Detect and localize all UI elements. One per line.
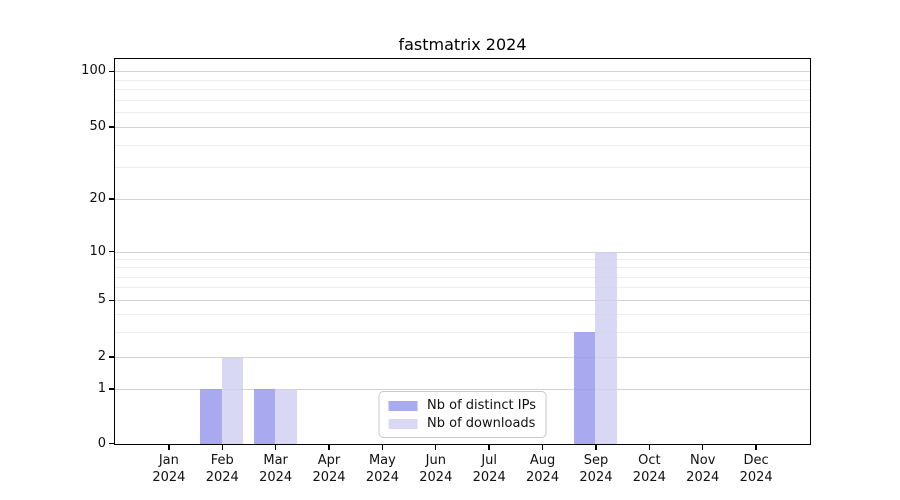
- x-tick-mark: [755, 445, 757, 450]
- x-tick-label: May 2024: [365, 453, 399, 485]
- y-gridline-major: [115, 198, 810, 200]
- x-tick-mark: [328, 445, 330, 450]
- y-gridline-minor: [115, 267, 810, 269]
- x-tick-mark: [435, 445, 437, 450]
- y-tick-label: 20: [89, 190, 106, 206]
- y-tick-mark: [109, 198, 114, 200]
- y-gridline-major: [115, 251, 810, 253]
- legend-swatch-distinct-ips: [388, 400, 418, 411]
- legend-swatch-downloads: [388, 418, 418, 429]
- x-tick-label: Nov 2024: [686, 453, 720, 485]
- y-gridline-minor: [115, 79, 810, 81]
- bar-downloads: [595, 252, 617, 444]
- y-tick-label: 10: [89, 243, 106, 259]
- x-tick-mark: [381, 445, 384, 450]
- y-gridline-minor: [115, 144, 810, 146]
- x-tick-mark: [488, 445, 490, 450]
- y-gridline-major: [115, 300, 810, 302]
- x-tick-label: Jan 2024: [152, 453, 186, 485]
- bar-downloads: [221, 357, 244, 444]
- bar-downloads: [275, 389, 297, 444]
- y-gridline-minor: [115, 112, 810, 114]
- legend-label-downloads: Nb of downloads: [427, 416, 536, 431]
- chart-title: fastmatrix 2024: [398, 35, 527, 54]
- plot-inner: Nb of distinct IPs Nb of downloads: [115, 59, 810, 444]
- x-tick-mark: [274, 445, 277, 450]
- y-tick-label: 0: [97, 435, 106, 451]
- y-gridline-minor: [115, 258, 810, 260]
- legend: Nb of distinct IPs Nb of downloads: [378, 391, 547, 438]
- y-tick-label: 5: [97, 292, 106, 308]
- y-gridline-minor: [115, 167, 810, 169]
- legend-entry-downloads: Nb of downloads: [388, 416, 536, 431]
- y-tick-mark: [109, 356, 114, 358]
- x-tick-label: Jun 2024: [419, 453, 453, 485]
- x-tick-mark: [221, 445, 223, 450]
- x-tick-mark: [648, 445, 651, 450]
- x-tick-label: Sep 2024: [579, 453, 613, 485]
- y-gridline-major: [115, 71, 810, 73]
- x-tick-label: Jul 2024: [472, 453, 506, 485]
- y-gridline-major: [115, 127, 810, 129]
- x-tick-mark: [168, 445, 170, 450]
- y-gridline-minor: [115, 89, 810, 91]
- y-gridline-major: [115, 357, 810, 359]
- y-gridline-minor: [115, 331, 810, 333]
- x-tick-label: Oct 2024: [632, 453, 666, 485]
- y-gridline-minor: [115, 276, 810, 278]
- bar-distinct-ips: [200, 389, 222, 444]
- x-tick-label: Dec 2024: [739, 453, 773, 485]
- x-tick-mark: [702, 445, 704, 450]
- y-tick-label: 2: [97, 349, 106, 365]
- y-tick-mark: [109, 70, 114, 73]
- x-tick-label: Aug 2024: [526, 453, 560, 485]
- x-tick-mark: [541, 445, 544, 450]
- y-gridline-minor: [115, 314, 810, 316]
- legend-label-distinct-ips: Nb of distinct IPs: [427, 398, 536, 413]
- x-tick-label: Apr 2024: [312, 453, 346, 485]
- legend-entry-distinct-ips: Nb of distinct IPs: [388, 398, 536, 413]
- y-gridline-minor: [115, 287, 810, 289]
- y-tick-label: 50: [89, 119, 106, 135]
- bar-distinct-ips: [573, 332, 596, 444]
- x-tick-label: Mar 2024: [259, 453, 293, 485]
- y-tick-mark: [109, 250, 114, 253]
- bar-distinct-ips: [253, 389, 276, 444]
- y-tick-label: 1: [97, 380, 106, 396]
- y-tick-mark: [109, 126, 114, 128]
- y-tick-mark: [109, 388, 114, 390]
- y-gridline-major: [115, 388, 810, 390]
- y-tick-mark: [109, 442, 114, 445]
- y-tick-mark: [109, 299, 114, 301]
- y-tick-label: 100: [81, 63, 106, 79]
- x-tick-mark: [595, 445, 597, 450]
- x-tick-label: Feb 2024: [205, 453, 239, 485]
- plot-area: Nb of distinct IPs Nb of downloads: [114, 58, 811, 445]
- y-gridline-minor: [115, 100, 810, 102]
